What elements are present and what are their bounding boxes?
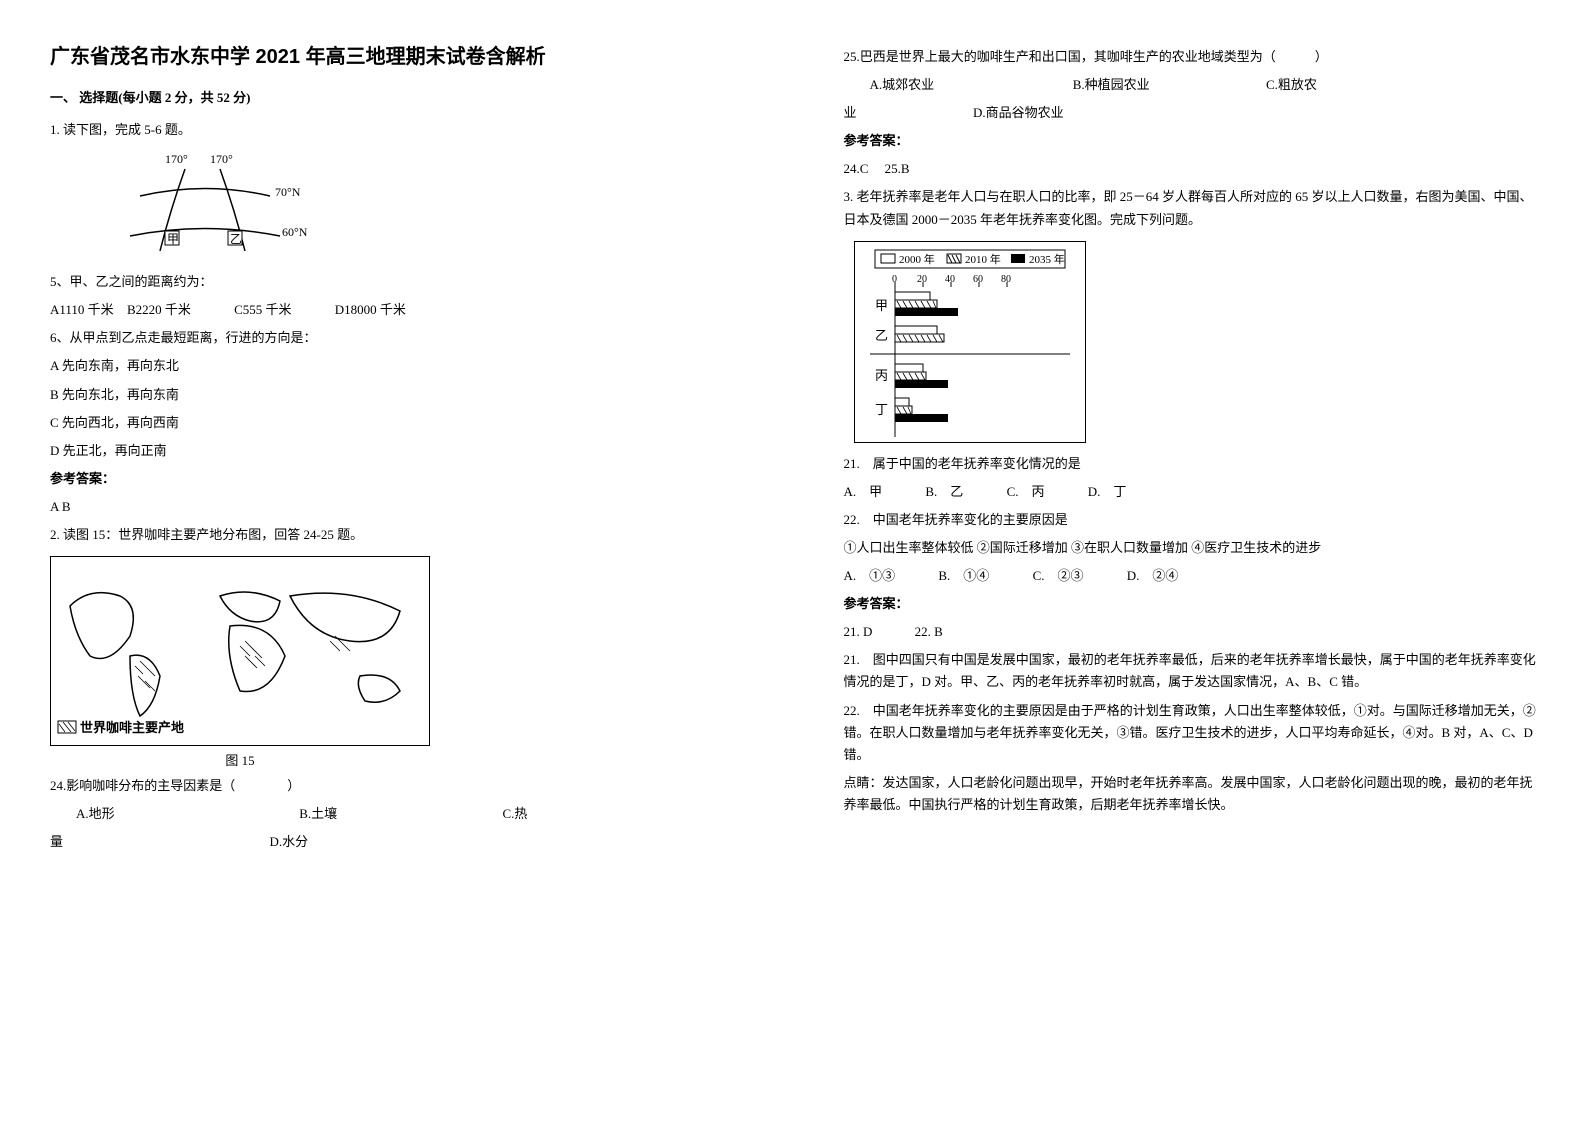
q1-ans: A B [50,496,744,518]
point-b-label: 乙 [230,232,242,246]
legend-2010-label: 2010 年 [965,252,1001,266]
row-label-4: 丁 [875,402,888,417]
parallel-60 [130,229,280,237]
q2-stem: 2. 读图 15：世界咖啡主要产地分布图，回答 24-25 题。 [50,524,744,546]
q24-stem: 24.影响咖啡分布的主导因素是（ ） [50,775,744,797]
q3-expl-22: 22. 中国老年抚养率变化的主要原因是由于严格的计划生育政策，人口出生率整体较低… [844,700,1538,766]
q25-opt-a: A.城郊农业 [844,74,1070,96]
q3-tip: 点睛：发达国家，人口老龄化问题出现早，开始时老年抚养率高。发展中国家，人口老龄化… [844,772,1538,816]
q5-opt-b: B2220 千米 [127,299,191,321]
q2-fig-caption: 图 15 [50,750,430,769]
map-border [50,556,430,746]
q21-opt-a: A. 甲 [844,481,883,503]
lon-label-2: 170° [210,152,233,166]
q22-list: ①人口出生率整体较低 ②国际迁移增加 ③在职人口数量增加 ④医疗卫生技术的进步 [844,537,1538,559]
q2-ans: 24.C 25.B [844,158,1538,180]
q3-chart: 2000 年 2010 年 2035 年 0 20 40 60 80 甲 [854,241,1086,443]
q25-opt-d: D.商品谷物农业 [973,105,1064,120]
q21-opt-c: C. 丙 [1007,481,1045,503]
section-1-head: 一、 选择题(每小题 2 分，共 52 分) [50,87,744,109]
q3-ans: 21. D 22. B [844,621,1538,643]
bar-1-2000 [895,292,930,300]
q24-options-line1: A.地形 B.土壤 C.热 [50,803,744,825]
q22-opt-a: A. ①③ [844,565,896,587]
legend-text: 世界咖啡主要产地 [80,720,184,735]
q21-stem: 21. 属于中国的老年抚养率变化情况的是 [844,453,1538,475]
parallel-70 [140,189,270,197]
q22-opt-c: C. ②③ [1033,565,1084,587]
q24-opt-c-cont: 量 [50,834,63,849]
legend-2000-swatch [881,254,895,263]
row-label-1: 甲 [875,298,888,313]
q1-ans-label: 参考答案： [50,468,744,490]
q21-opt-b: B. 乙 [925,481,963,503]
q6-opt-c: C 先向西北，再向西南 [50,412,744,434]
left-column: 广东省茂名市水东中学 2021 年高三地理期末试卷含解析 一、 选择题(每小题 … [0,0,794,1122]
q2-ans-label: 参考答案： [844,130,1538,152]
bar-1-2035 [895,308,958,316]
q25-opt-c-part: C.粗放农 [1266,77,1317,92]
q25-options-line2: 业 D.商品谷物农业 [844,102,1538,124]
lat-label-60: 60°N [282,225,308,239]
bar-2-2000 [895,326,937,334]
q1-figure: 170° 170° 70°N 60°N 甲 乙 [110,151,744,261]
svg-text:80: 80 [1001,274,1011,285]
q22-options: A. ①③ B. ①④ C. ②③ D. ②④ [844,565,1538,587]
legend-2035-swatch [1011,254,1025,263]
q24-opt-d: D.水分 [270,834,309,849]
q21-opt-d: D. 丁 [1088,481,1127,503]
q24-opt-b: B.土壤 [299,803,499,825]
q3-expl-21: 21. 图中四国只有中国是发展中国家，最初的老年抚养率最低，后来的老年抚养率增长… [844,649,1538,693]
q5-opt-c: C555 千米 [234,299,291,321]
svg-text:20: 20 [917,274,927,285]
bar-4-2000 [895,398,909,406]
q6-stem: 6、从甲点到乙点走最短距离，行进的方向是： [50,327,744,349]
lon-label-1: 170° [165,152,188,166]
q22-stem: 22. 中国老年抚养率变化的主要原因是 [844,509,1538,531]
q25-stem: 25.巴西是世界上最大的咖啡生产和出口国，其咖啡生产的农业地域类型为（ ） [844,46,1538,68]
right-column: 25.巴西是世界上最大的咖啡生产和出口国，其咖啡生产的农业地域类型为（ ） A.… [794,0,1587,1122]
legend-2010-swatch [947,254,961,263]
q6-opt-a: A 先向东南，再向东北 [50,355,744,377]
row-label-3: 丙 [875,368,888,383]
q22-opt-b: B. ①④ [938,565,989,587]
q6-opt-b: B 先向东北，再向东南 [50,384,744,406]
q24-options-line2: 量 D.水分 [50,831,744,853]
legend-2000-label: 2000 年 [899,252,935,266]
q25-options-line1: A.城郊农业 B.种植园农业 C.粗放农 [844,74,1538,96]
q5-opt-a: A1110 千米 [50,299,114,321]
q1-stem: 1. 读下图，完成 5-6 题。 [50,119,744,141]
point-a-label: 甲 [167,232,179,246]
paper-title: 广东省茂名市水东中学 2021 年高三地理期末试卷含解析 [50,40,744,69]
q6-opt-d: D 先正北，再向正南 [50,440,744,462]
q25-opt-c-cont: 业 [844,105,857,120]
q5-stem: 5、甲、乙之间的距离约为： [50,271,744,293]
bar-3-2035 [895,380,948,388]
row-label-2: 乙 [875,328,888,343]
q2-figure: 世界咖啡主要产地 图 15 [50,556,430,769]
q5-options: A1110 千米 B2220 千米 C555 千米 D18000 千米 [50,299,744,321]
svg-text:60: 60 [973,274,983,285]
q24-opt-c-part: C.热 [503,806,528,821]
lat-label-70: 70°N [275,185,301,199]
bar-4-2035 [895,414,948,422]
q22-opt-d: D. ②④ [1127,565,1179,587]
bar-3-2000 [895,364,923,372]
x-ticks: 0 20 40 60 80 [892,274,1011,287]
q3-stem: 3. 老年抚养率是老年人口与在职人口的比率，即 25－64 岁人群每百人所对应的… [844,186,1538,230]
q3-ans-label: 参考答案： [844,593,1538,615]
svg-text:40: 40 [945,274,955,285]
q25-opt-b: B.种植园农业 [1073,74,1263,96]
q24-opt-a: A.地形 [50,803,296,825]
legend-2035-label: 2035 年 [1029,252,1065,266]
q5-opt-d: D18000 千米 [335,299,406,321]
q21-options: A. 甲 B. 乙 C. 丙 D. 丁 [844,481,1538,503]
